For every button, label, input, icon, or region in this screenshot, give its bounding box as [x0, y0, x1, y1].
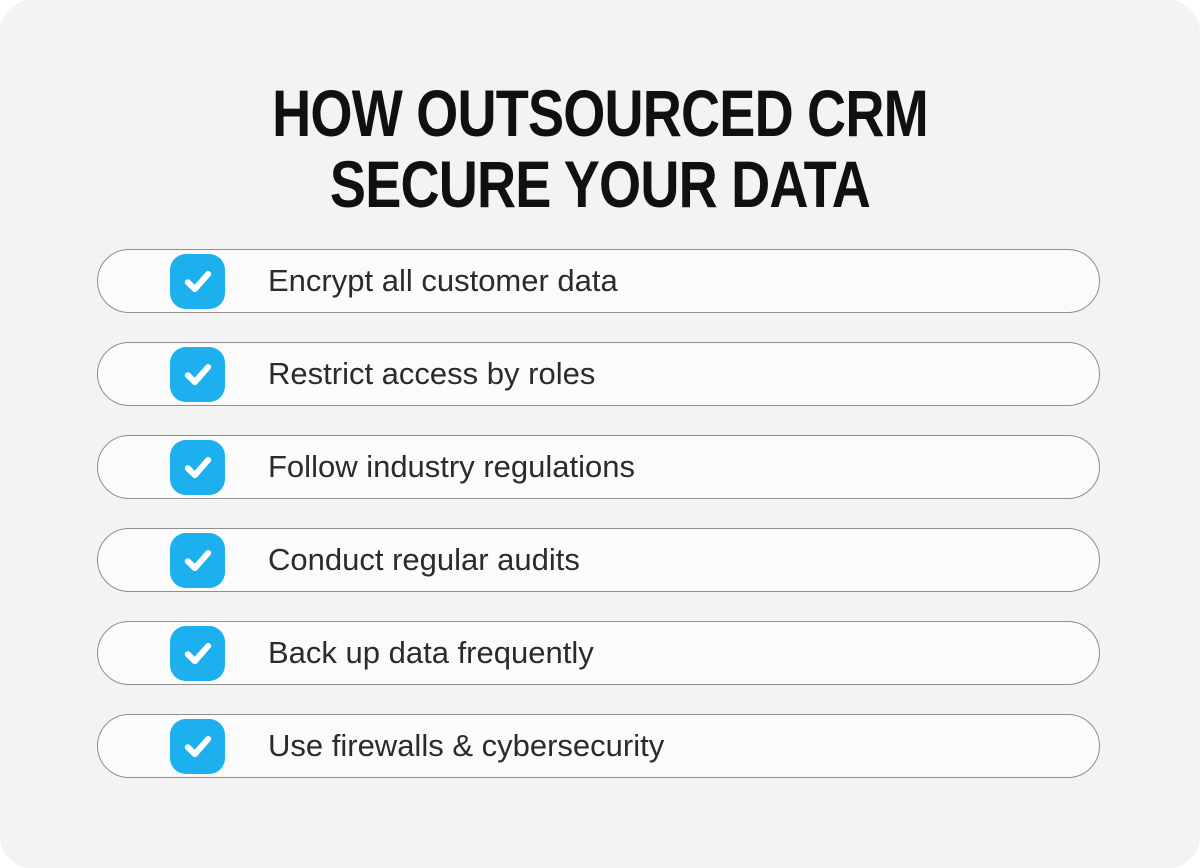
checklist-item: Follow industry regulations	[97, 435, 1100, 499]
checkmark-icon	[170, 346, 225, 402]
checklist-item: Restrict access by roles	[97, 342, 1100, 406]
item-label: Encrypt all customer data	[268, 263, 618, 298]
checklist: Encrypt all customer data Restrict acces…	[97, 249, 1100, 807]
item-label: Restrict access by roles	[268, 356, 596, 391]
checklist-item: Use firewalls & cybersecurity	[97, 714, 1100, 778]
item-label: Use firewalls & cybersecurity	[268, 728, 665, 763]
checkmark-icon	[170, 532, 225, 588]
item-label: Follow industry regulations	[268, 449, 636, 484]
checkmark-icon	[170, 718, 225, 774]
checkmark-icon	[170, 625, 225, 681]
page-title: HOW OUTSOURCED CRM SECURE YOUR DATA	[0, 78, 1200, 220]
checklist-item: Encrypt all customer data	[97, 249, 1100, 313]
page-title-line-2: SECURE YOUR DATA	[329, 147, 871, 221]
checkmark-icon	[170, 253, 225, 309]
checklist-item: Conduct regular audits	[97, 528, 1100, 592]
item-label: Back up data frequently	[268, 635, 594, 670]
page-title-line-1: HOW OUTSOURCED CRM	[272, 76, 929, 150]
checklist-item: Back up data frequently	[97, 621, 1100, 685]
item-label: Conduct regular audits	[268, 542, 580, 577]
checkmark-icon	[170, 439, 225, 495]
